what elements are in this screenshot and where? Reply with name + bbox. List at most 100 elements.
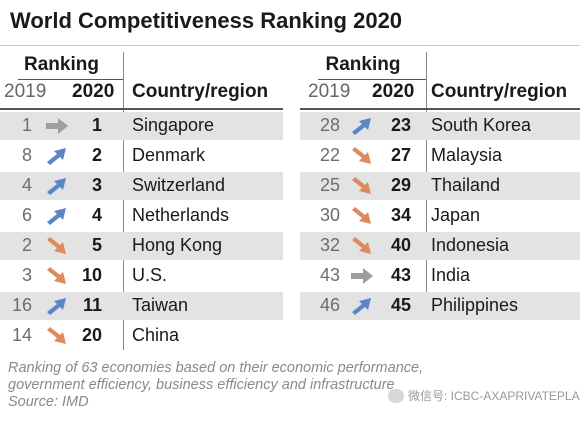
country-name: China <box>132 325 180 345</box>
rank-2019: 16 <box>11 295 32 315</box>
table-row: 32 40 Indonesia <box>300 232 580 260</box>
header-year-2019: 2019 <box>308 81 351 102</box>
rank-2020: 1 <box>91 115 102 135</box>
arrow-down-icon <box>352 177 371 194</box>
column-divider <box>123 52 124 350</box>
rank-2020: 40 <box>390 235 411 255</box>
table-row: 25 29 Thailand <box>300 172 580 200</box>
arrow-right-icon-shape <box>46 118 68 134</box>
rank-2019: 14 <box>11 325 32 345</box>
table-row: 3 10 U.S. <box>0 262 283 290</box>
footnote-line-2: government efficiency, business efficien… <box>8 377 395 393</box>
rank-2019: 22 <box>319 145 340 165</box>
country-name: Hong Kong <box>132 235 223 255</box>
table-row: 2 5 Hong Kong <box>0 232 283 260</box>
country-name: Taiwan <box>132 295 189 315</box>
arrow-right-icon <box>351 268 373 284</box>
rank-2020: 23 <box>390 115 411 135</box>
arrow-up-icon-shape <box>352 118 371 135</box>
arrow-down-icon-shape <box>47 237 66 254</box>
arrow-right-icon-shape <box>351 268 373 284</box>
rank-2019: 8 <box>21 145 32 165</box>
wechat-icon <box>388 388 404 403</box>
rank-2019: 2 <box>21 235 32 255</box>
table-row: 8 2 Denmark <box>0 142 283 170</box>
arrow-down-icon-shape <box>47 267 66 284</box>
rank-2020: 3 <box>91 175 102 195</box>
header-bottom-rule <box>0 108 283 110</box>
country-name: Thailand <box>431 175 501 195</box>
country-name: South Korea <box>431 115 532 135</box>
arrow-up-icon <box>352 298 371 315</box>
country-name: Singapore <box>132 115 215 135</box>
arrow-up-icon <box>47 148 66 165</box>
arrow-up-icon-shape <box>352 298 371 315</box>
country-name: Indonesia <box>431 235 510 255</box>
rank-2019: 6 <box>21 205 32 225</box>
arrow-down-icon <box>47 237 66 254</box>
header-rule <box>18 79 123 80</box>
arrow-down-icon-shape <box>352 207 371 224</box>
rank-2019: 4 <box>21 175 32 195</box>
rank-2020: 45 <box>390 295 411 315</box>
rank-2020: 10 <box>81 265 102 285</box>
rank-2019: 3 <box>21 265 32 285</box>
rank-2020: 34 <box>390 205 411 225</box>
header-country-region: Country/region <box>431 81 568 102</box>
arrow-down-icon <box>47 327 66 344</box>
rank-2020: 29 <box>390 175 411 195</box>
rank-2019: 30 <box>319 205 340 225</box>
title-divider <box>0 45 580 46</box>
watermark: 微信号: ICBC-AXAPRIVATEPLAN <box>388 387 580 404</box>
arrow-up-icon-shape <box>47 298 66 315</box>
country-name: Netherlands <box>132 205 230 225</box>
country-name: Denmark <box>132 145 206 165</box>
arrow-down-icon-shape <box>352 147 371 164</box>
arrow-right-icon <box>46 118 68 134</box>
header-year-2020: 2020 <box>72 81 115 102</box>
footnote-line-1: Ranking of 63 economies based on their e… <box>8 360 424 376</box>
chart-title: World Competitiveness Ranking 2020 <box>10 8 403 33</box>
arrow-down-icon <box>47 267 66 284</box>
table-row: 22 27 Malaysia <box>300 142 580 170</box>
rank-2020: 4 <box>91 205 102 225</box>
rank-2020: 2 <box>91 145 102 165</box>
arrow-down-icon <box>352 237 371 254</box>
arrow-up-icon <box>47 298 66 315</box>
rank-2020: 20 <box>81 325 102 345</box>
arrow-down-icon-shape <box>47 327 66 344</box>
header-rule <box>318 79 426 80</box>
arrow-down-icon <box>352 147 371 164</box>
header-bottom-rule <box>300 108 580 110</box>
rank-2019: 28 <box>319 115 340 135</box>
table-row: 1 1 Singapore <box>0 112 283 140</box>
header-country-region: Country/region <box>132 81 269 102</box>
header-year-2020: 2020 <box>372 81 415 102</box>
header-ranking: Ranking <box>325 54 401 75</box>
arrow-down-icon-shape <box>352 177 371 194</box>
rank-2020: 11 <box>82 295 102 315</box>
rank-2020: 5 <box>91 235 102 255</box>
table-row: 6 4 Netherlands <box>0 202 283 230</box>
footnote-source: Source: IMD <box>8 394 89 410</box>
arrow-up-icon-shape <box>47 178 66 195</box>
country-name: Philippines <box>431 295 519 315</box>
arrow-down-icon <box>352 207 371 224</box>
table-row: 14 20 China <box>0 322 283 350</box>
arrow-up-icon <box>352 118 371 135</box>
watermark-text: 微信号: ICBC-AXAPRIVATEPLAN <box>408 389 580 403</box>
header-ranking: Ranking <box>24 54 99 75</box>
arrow-up-icon-shape <box>47 148 66 165</box>
country-name: Switzerland <box>132 175 226 195</box>
arrow-down-icon-shape <box>352 237 371 254</box>
country-name: U.S. <box>132 265 168 285</box>
table-row: 43 43 India <box>300 262 580 290</box>
table-row: 28 23 South Korea <box>300 112 580 140</box>
rank-2019: 25 <box>319 175 340 195</box>
country-name: India <box>431 265 471 285</box>
rank-2019: 43 <box>319 265 340 285</box>
table-row: 46 45 Philippines <box>300 292 580 320</box>
footnote: Ranking of 63 economies based on their e… <box>8 360 423 411</box>
country-name: Malaysia <box>431 145 503 165</box>
table-row: 16 11 Taiwan <box>0 292 283 320</box>
